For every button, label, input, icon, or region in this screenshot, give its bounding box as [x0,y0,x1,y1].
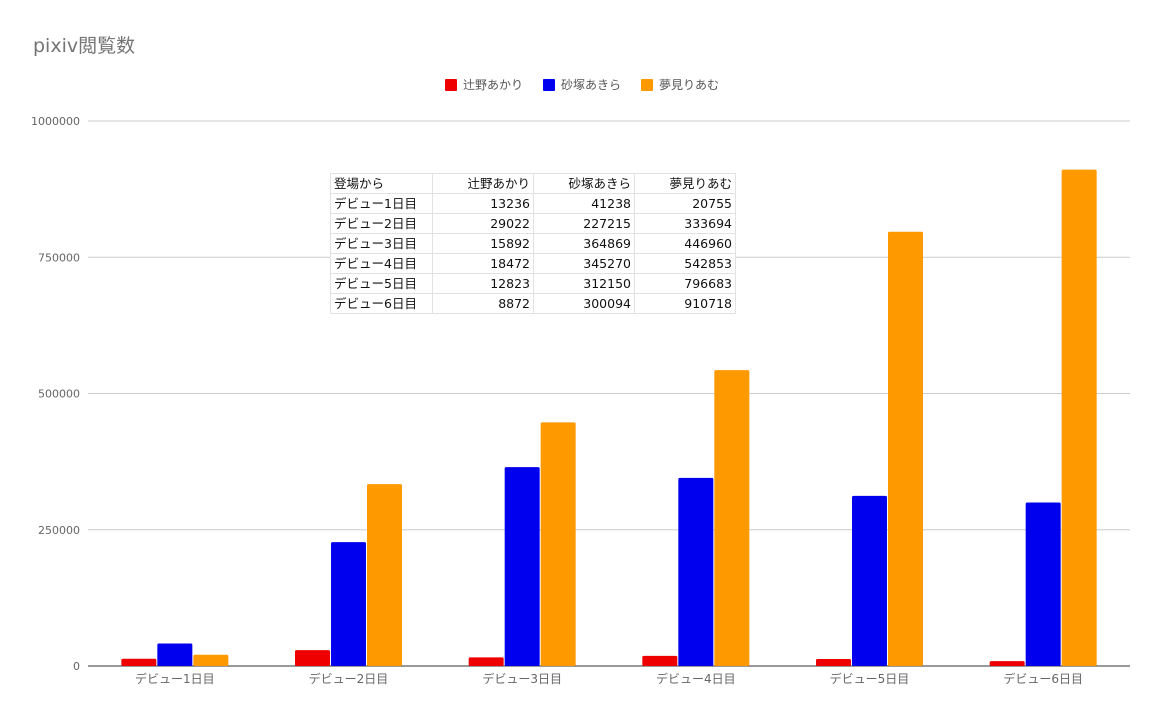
bar [642,655,678,666]
legend-label-series-3: 夢見りあむ [659,78,720,92]
y-tick-label: 0 [73,660,80,673]
table-cell: 13236 [432,193,534,214]
x-tick-label: デビュー1日目 [135,671,215,686]
table-cell: 542853 [634,253,736,274]
table-cell: デビュー2日目 [330,213,433,234]
x-tick-label: デビュー5日目 [830,671,910,686]
table-row: デビュー6日目 8872 300094 910718 [330,293,736,314]
bar [295,650,330,666]
y-tick-label: 1000000 [31,115,80,128]
legend-swatch-series-2 [542,78,555,91]
bar [678,477,714,666]
table-row: デビュー1日目 13236 41238 20755 [330,193,736,214]
table-header-row: 登場から 辻野あかり 砂塚あきら 夢見りあむ [330,173,736,194]
legend: 辻野あかり 砂塚あきら 夢見りあむ [0,76,1164,93]
bar [468,657,504,666]
legend-item-series-3: 夢見りあむ [641,76,719,93]
table-cell: デビュー4日目 [330,253,433,274]
legend-label-series-2: 砂塚あきら [560,78,621,92]
table-cell: デビュー3日目 [330,233,433,254]
table-cell: 910718 [634,293,736,314]
y-tick-label: 250000 [38,524,80,537]
table-row: デビュー2日目 29022 227215 333694 [330,213,736,234]
table-cell: デビュー1日目 [330,193,433,214]
y-tick-label: 500000 [38,388,80,401]
bar [193,654,229,666]
table-header-cell: 辻野あかり [432,173,534,194]
table-cell: 796683 [634,273,736,294]
bar [157,643,193,666]
legend-label-series-1: 辻野あかり [462,78,523,92]
bar [1061,169,1097,666]
legend-swatch-series-1 [444,78,457,91]
bar [852,495,887,666]
table-cell: 12823 [432,273,534,294]
table-cell: 18472 [432,253,534,274]
bar [1025,502,1061,666]
legend-swatch-series-3 [641,78,653,91]
table-cell: 15892 [432,233,534,254]
x-tick-label: デビュー4日目 [656,671,736,686]
table-header-cell: 登場から [330,173,433,194]
table-cell: 300094 [533,293,635,314]
table-cell: デビュー6日目 [330,293,433,314]
bar [121,658,157,666]
table-cell: 227215 [533,213,635,234]
table-cell: 345270 [533,253,635,274]
table-row: デビュー5日目 12823 312150 796683 [330,273,736,294]
x-tick-label: デビュー2日目 [309,671,389,686]
table-cell: 333694 [634,213,736,234]
chart-title: pixiv閲覧数 [33,35,136,57]
bar [714,370,750,666]
table-cell: 364869 [533,233,635,254]
y-tick-label: 750000 [38,251,80,264]
table-cell: 41238 [533,193,635,214]
bar [816,659,851,666]
table-cell: デビュー5日目 [330,273,433,294]
bar [504,467,540,666]
table-cell: 312150 [533,273,635,294]
bar [888,231,923,666]
table-header-cell: 夢見りあむ [634,173,736,194]
table-cell: 8872 [432,293,534,314]
table-header-cell: 砂塚あきら [533,173,635,194]
table-cell: 20755 [634,193,736,214]
legend-item-series-1: 辻野あかり [444,76,523,93]
data-table: 登場から 辻野あかり 砂塚あきら 夢見りあむ デビュー1日目 13236 412… [330,173,736,314]
bar [367,484,402,666]
bar [989,661,1025,666]
x-tick-label: デビュー3日目 [482,671,562,686]
bar [540,422,576,666]
table-cell: 446960 [634,233,736,254]
legend-item-series-2: 砂塚あきら [542,76,621,93]
table-row: デビュー3日目 15892 364869 446960 [330,233,736,254]
grid-layer [88,120,1130,667]
table-cell: 29022 [432,213,534,234]
x-tick-label: デビュー6日目 [1003,671,1083,686]
bar-layer [121,169,1097,666]
bar [331,542,366,666]
table-row: デビュー4日目 18472 345270 542853 [330,253,736,274]
